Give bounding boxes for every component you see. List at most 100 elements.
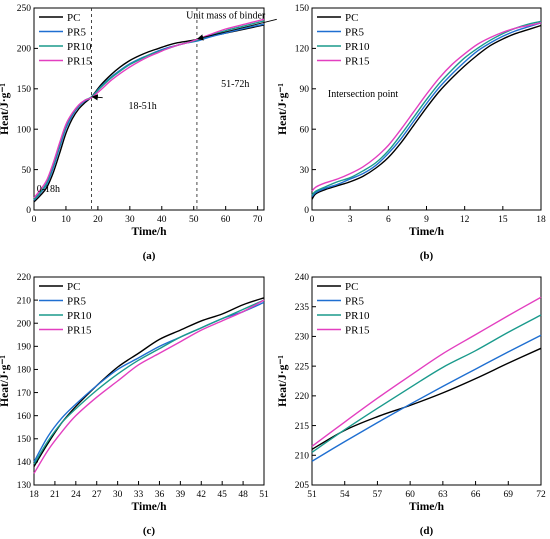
series-line-pr15 — [33, 299, 265, 474]
legend-label-pr10: PR10 — [67, 310, 92, 322]
panel-label: (a) — [143, 250, 156, 262]
x-tick-label: 20 — [93, 215, 103, 225]
y-tick-label: 250 — [17, 4, 32, 14]
y-tick-label: 180 — [17, 366, 32, 376]
y-axis-label: Heat/J·g⁻¹ — [277, 355, 289, 407]
series-line-pr5 — [311, 334, 542, 462]
plot-frame — [311, 276, 542, 486]
x-tick-label: 12 — [460, 215, 470, 225]
series-line-pc — [311, 24, 542, 200]
y-tick-label: 220 — [295, 392, 310, 402]
plot-frame — [33, 7, 265, 211]
x-tick-label: 18 — [536, 215, 546, 225]
y-tick-label: 120 — [295, 45, 310, 55]
legend-label-pc: PC — [67, 281, 80, 293]
chart-panel-d: 51 54 57 60 63 66 69 72 205 210 215 220 225 230 235 240… — [277, 273, 546, 537]
series-line-pr15 — [33, 18, 265, 199]
chart-panel-c: 18 21 24 27 30 33 36 39 42 45 48 51 130 140 150 160 170 1… — [0, 273, 269, 537]
y-tick-label: 200 — [17, 319, 32, 329]
x-axis-label: Time/h — [409, 501, 445, 513]
y-tick-label: 160 — [17, 412, 32, 422]
x-tick-label: 0 — [310, 215, 315, 225]
panel-label: (b) — [420, 250, 434, 262]
x-tick-label: 18 — [29, 490, 39, 500]
x-tick-label: 30 — [113, 490, 123, 500]
x-tick-label: 10 — [61, 215, 71, 225]
y-tick-label: 60 — [300, 125, 310, 135]
x-tick-label: 60 — [221, 215, 231, 225]
legend-label-pr15: PR15 — [67, 55, 92, 67]
x-tick-label: 24 — [71, 490, 81, 500]
arrow-unit-mass — [197, 18, 277, 41]
y-tick-label: 130 — [17, 481, 32, 491]
x-tick-label: 36 — [155, 490, 165, 500]
y-tick-label: 150 — [295, 4, 310, 14]
legend-label-pr10: PR10 — [67, 41, 92, 53]
legend-label-pr10: PR10 — [345, 310, 370, 322]
y-tick-label: 210 — [295, 451, 310, 461]
x-tick-label: 27 — [92, 490, 102, 500]
x-tick-label: 50 — [189, 215, 199, 225]
x-tick-label: 30 — [125, 215, 135, 225]
y-tick-label: 205 — [295, 481, 310, 491]
annotation-2: 0-18h — [37, 184, 60, 195]
y-tick-label: 100 — [17, 125, 32, 135]
y-axis-label: Heat/J·g⁻¹ — [0, 355, 11, 407]
series-line-pr10 — [311, 20, 542, 196]
series-line-pc — [33, 297, 265, 467]
y-tick-label: 30 — [300, 166, 310, 176]
y-tick-label: 50 — [22, 166, 32, 176]
y-tick-label: 210 — [17, 296, 32, 306]
y-tick-label: 200 — [17, 45, 32, 55]
y-tick-label: 225 — [295, 362, 310, 372]
legend-label-pr5: PR5 — [345, 26, 364, 38]
y-tick-label: 150 — [17, 85, 32, 95]
y-tick-label: 0 — [304, 206, 309, 216]
y-tick-label: 190 — [17, 343, 32, 353]
y-axis-label: Heat/J·g⁻¹ — [0, 83, 11, 135]
x-tick-label: 33 — [134, 490, 144, 500]
y-tick-label: 140 — [17, 458, 32, 468]
y-axis-label: Heat/J·g⁻¹ — [277, 83, 289, 135]
arrow-intersection — [91, 94, 103, 101]
x-tick-label: 54 — [340, 490, 350, 500]
y-tick-label: 215 — [295, 422, 310, 432]
chart-panel-b: 0 3 6 9 12 15 18 0 30 60 90 120 150 Time/h Heat/J·g⁻¹ (… — [277, 4, 546, 262]
x-tick-label: 45 — [217, 490, 227, 500]
x-tick-label: 42 — [197, 490, 207, 500]
legend-label-pr5: PR5 — [345, 295, 364, 307]
legend-label-pr5: PR5 — [67, 295, 86, 307]
panel-label: (c) — [143, 525, 156, 537]
chart-panel-a: 0 10 20 30 40 50 60 70050100150200250Time/hHeat… — [0, 4, 398, 262]
legend-label-pr15: PR15 — [345, 55, 370, 67]
series-line-pr15 — [311, 296, 542, 447]
x-tick-label: 70 — [253, 215, 263, 225]
x-tick-label: 39 — [176, 490, 186, 500]
y-tick-label: 170 — [17, 389, 32, 399]
y-tick-label: 230 — [295, 333, 310, 343]
x-tick-label: 51 — [259, 490, 269, 500]
annotation-1: Intersection point — [328, 89, 398, 100]
y-tick-label: 150 — [17, 435, 32, 445]
x-tick-label: 3 — [348, 215, 353, 225]
legend-label-pc: PC — [345, 12, 358, 24]
x-tick-label: 15 — [498, 215, 508, 225]
x-tick-label: 72 — [536, 490, 546, 500]
x-tick-label: 48 — [238, 490, 248, 500]
x-axis-label: Time/h — [409, 226, 445, 238]
annotation-0: Unit mass of binder — [186, 11, 266, 22]
series-line-pr10 — [33, 299, 265, 465]
y-tick-label: 235 — [295, 303, 310, 313]
series-line-pr10 — [311, 314, 542, 453]
series-line-pr10 — [33, 20, 265, 200]
y-tick-label: 220 — [17, 273, 32, 283]
x-tick-label: 69 — [504, 490, 514, 500]
annotation-4: 51-72h — [221, 79, 249, 90]
x-tick-label: 0 — [32, 215, 37, 225]
annotation-3: 18-51h — [128, 101, 156, 112]
series-line-pc — [311, 347, 542, 450]
legend-label-pc: PC — [67, 12, 80, 24]
x-tick-label: 63 — [438, 490, 448, 500]
x-tick-label: 66 — [471, 490, 481, 500]
x-axis-label: Time/h — [132, 226, 168, 238]
